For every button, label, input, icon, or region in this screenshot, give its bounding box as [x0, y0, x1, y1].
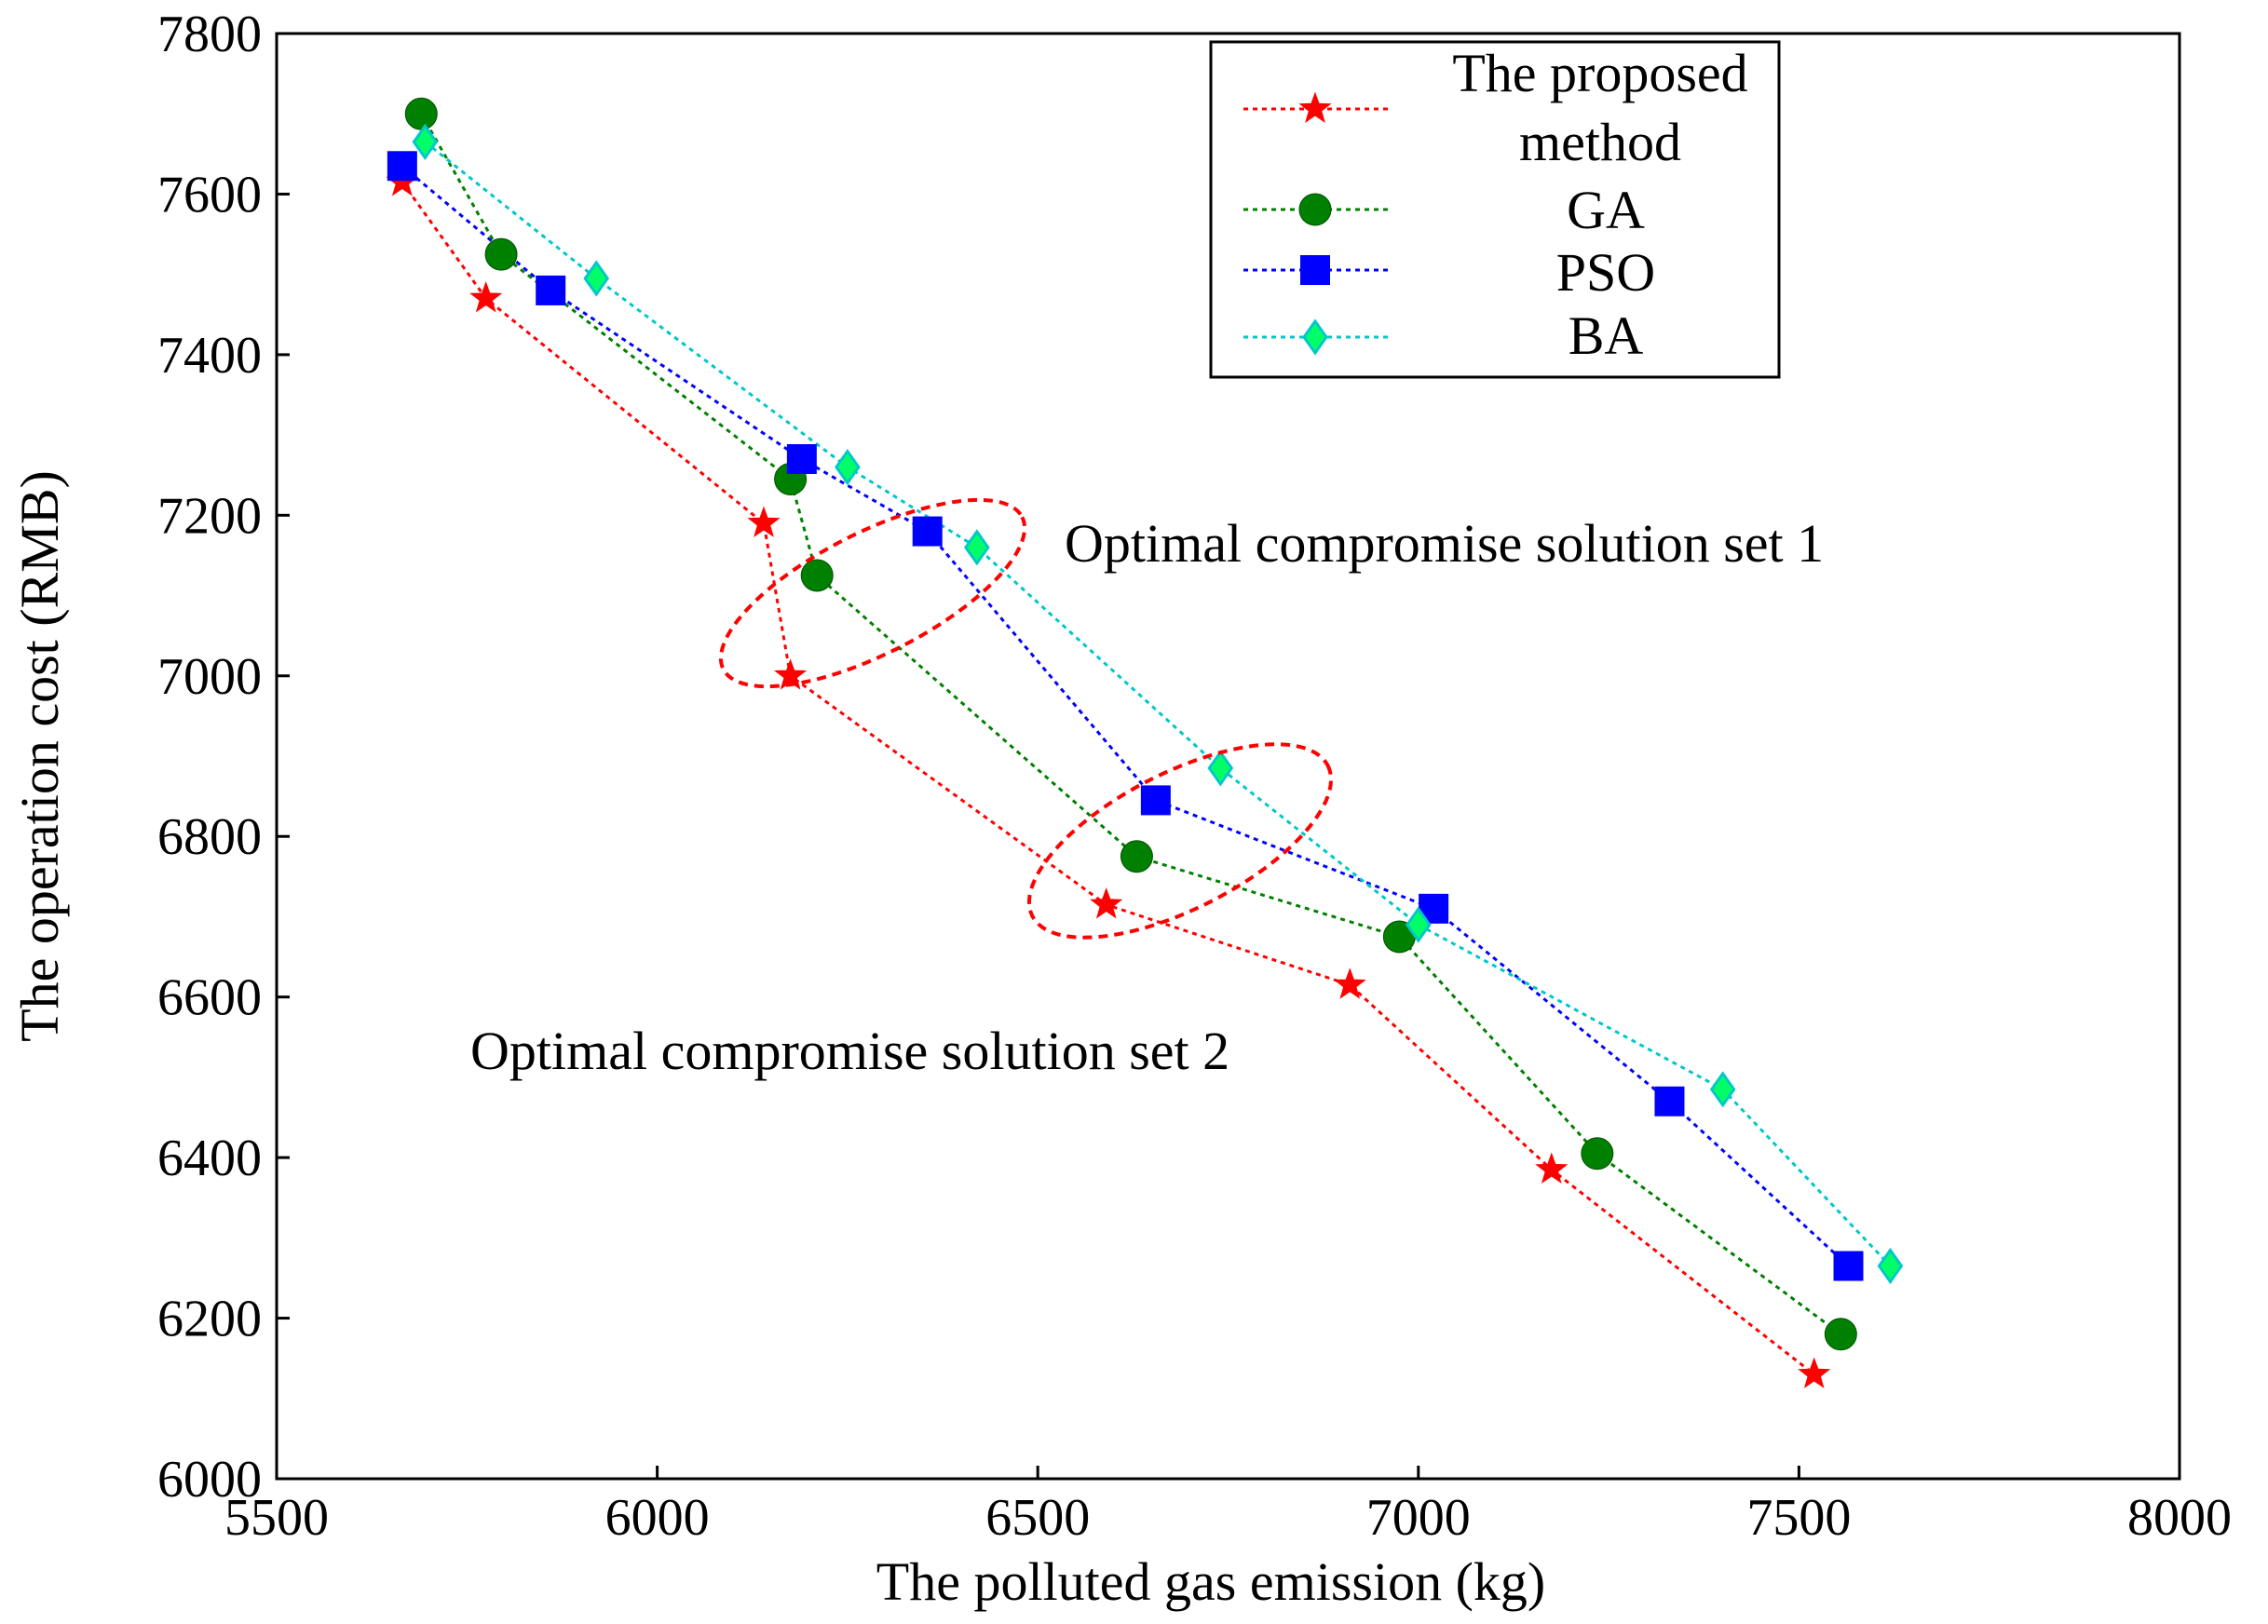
point-pso-3: [912, 516, 943, 547]
legend-label-proposed-line1: The proposed: [1452, 43, 1747, 103]
point-pso-1: [536, 275, 566, 305]
point-ba-2: [835, 448, 861, 486]
solution-set-1-ellipse: [718, 497, 1027, 689]
x-tick-label-7500: 7500: [1746, 1489, 1851, 1547]
legend-label-ga: GA: [1567, 180, 1645, 240]
legend-label-ba: BA: [1569, 305, 1644, 366]
series-line-pso: [401, 165, 1850, 1267]
plot-area-frame: [275, 32, 2181, 1481]
point-proposed-4: [1090, 887, 1123, 919]
y-tick-label-7800: 7800: [157, 6, 262, 63]
series-line-ga: [419, 113, 1842, 1336]
x-tick-label-6000: 6000: [605, 1489, 710, 1547]
point-ga-4: [1120, 840, 1153, 873]
legend-swatch-ga-marker: [1298, 193, 1332, 226]
point-ba-1: [583, 260, 610, 297]
point-proposed-5: [1333, 968, 1366, 999]
point-ba-3: [963, 529, 990, 566]
x-axis-title: The polluted gas emission (kg): [876, 1551, 1545, 1612]
series-line-ba: [424, 141, 1892, 1267]
series-markers: [386, 97, 1904, 1388]
legend: The proposed method GA PSO BA: [1209, 40, 1781, 379]
legend-swatch-ba-marker: [1302, 318, 1328, 356]
point-ga-3: [800, 559, 834, 592]
point-ba-5: [1405, 906, 1432, 943]
point-ba-7: [1877, 1247, 1904, 1285]
x-tick-label-7000: 7000: [1366, 1489, 1471, 1547]
legend-marker-ba: [1302, 318, 1328, 356]
y-tick-label-7200: 7200: [157, 487, 262, 545]
x-tick-label-6500: 6500: [985, 1489, 1090, 1547]
point-ga-0: [404, 97, 438, 130]
annotation-solution-set-2: Optimal compromise solution set 2: [470, 1021, 1229, 1081]
legend-swatch-pso-marker: [1300, 255, 1330, 285]
x-tick-label-5500: 5500: [224, 1489, 329, 1547]
y-tick-label-6800: 6800: [157, 808, 262, 866]
y-tick-label-6600: 6600: [157, 969, 262, 1027]
axis-ticks: 5500 6000 6500 7000 7500 80006000620064006600…: [157, 6, 2232, 1547]
legend-label-proposed-line2: method: [1519, 112, 1681, 172]
point-ga-7: [1824, 1318, 1857, 1351]
series-line-proposed: [401, 181, 1815, 1376]
legend-label-pso: PSO: [1556, 242, 1655, 303]
y-axis-title: The operation cost (RMB): [9, 470, 70, 1042]
point-pso-4: [1140, 785, 1171, 816]
legend-marker-ga: [1298, 193, 1332, 226]
legend-swatch-proposed-marker: [1298, 91, 1332, 123]
point-pso-0: [387, 151, 417, 182]
point-proposed-2: [747, 506, 781, 537]
point-proposed-6: [1535, 1152, 1569, 1184]
legend-marker-proposed: [1298, 91, 1332, 123]
point-proposed-1: [469, 281, 503, 313]
point-pso-2: [786, 443, 817, 474]
legend-marker-pso: [1300, 255, 1330, 285]
point-pso-7: [1833, 1251, 1864, 1281]
series-lines: [401, 113, 1892, 1376]
point-proposed-3: [773, 658, 808, 690]
y-tick-label-6200: 6200: [157, 1291, 262, 1348]
solution-set-2-ellipse: [1026, 742, 1334, 940]
point-proposed-7: [1798, 1357, 1831, 1388]
annotation-solution-set-1: Optimal compromise solution set 1: [1065, 513, 1824, 574]
point-ba-6: [1709, 1071, 1736, 1108]
y-tick-label-6400: 6400: [157, 1130, 262, 1187]
point-ba-4: [1207, 750, 1234, 787]
x-tick-label-8000: 8000: [2127, 1489, 2232, 1547]
y-tick-label-6000: 6000: [157, 1451, 262, 1509]
point-pso-6: [1654, 1086, 1685, 1116]
point-ga-1: [484, 237, 518, 271]
y-tick-label-7000: 7000: [157, 648, 262, 706]
y-tick-label-7400: 7400: [157, 327, 262, 385]
y-tick-label-7600: 7600: [157, 166, 262, 223]
point-ba-0: [412, 123, 439, 161]
point-ga-6: [1581, 1137, 1614, 1171]
